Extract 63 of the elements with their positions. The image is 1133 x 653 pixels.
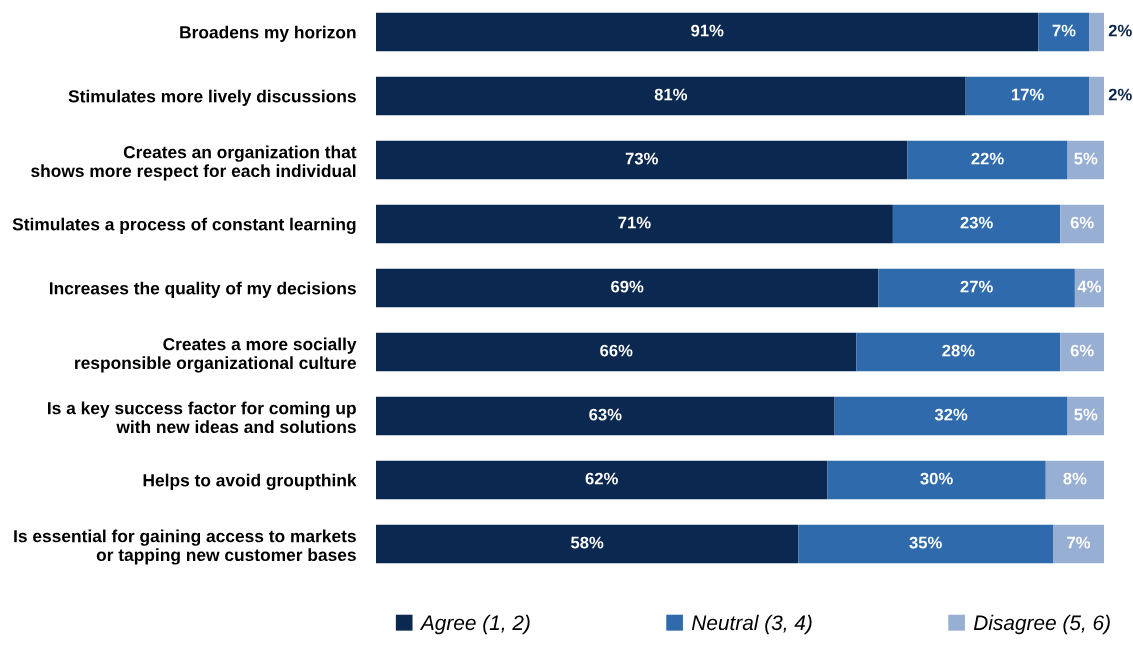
y-tick-label: Is essential for gaining access to markets or tapping new customer bases <box>14 529 356 565</box>
bar <box>965 76 1090 116</box>
bar <box>376 204 893 244</box>
data-label: 66% <box>600 344 633 357</box>
bar <box>1038 12 1090 52</box>
data-label: 91% <box>691 24 724 37</box>
bar <box>907 140 1068 180</box>
y-tick-label: Stimulates more lively discussions <box>68 89 356 106</box>
y-tick-label: Broadens my horizon <box>180 25 356 42</box>
bar <box>1060 332 1104 372</box>
bar <box>827 460 1046 500</box>
data-label: 32% <box>934 408 968 421</box>
bar <box>1089 76 1104 116</box>
data-label: 7% <box>1052 24 1076 37</box>
data-label: 71% <box>618 216 651 229</box>
data-label: 2% <box>1108 24 1132 37</box>
data-label: 58% <box>570 536 604 549</box>
data-label: 6% <box>1070 216 1094 229</box>
data-label: 6% <box>1070 344 1094 357</box>
bar <box>376 268 879 308</box>
data-label: 81% <box>654 88 688 101</box>
data-label: 35% <box>909 536 942 549</box>
y-tick-label: Is a key success factor for coming up with new ideas and solutions <box>48 401 356 434</box>
data-label: 62% <box>585 472 618 485</box>
y-tick-label: Creates a more socially responsible organizational culture <box>75 337 357 373</box>
data-label: 73% <box>625 152 658 165</box>
bar <box>376 524 799 564</box>
data-label: 27% <box>960 280 993 293</box>
bar <box>878 268 1075 308</box>
bar <box>1060 204 1104 244</box>
data-label: 4% <box>1077 280 1102 293</box>
bar <box>376 12 1039 52</box>
legend-label: Neutral (3, 4) <box>691 614 812 635</box>
data-label: 63% <box>589 408 622 421</box>
bar <box>856 332 1061 372</box>
data-label: 22% <box>971 152 1004 165</box>
bar <box>376 76 966 116</box>
data-label: 69% <box>611 280 644 293</box>
y-tick-label: Creates an organization that shows more respect for each individual <box>31 145 357 181</box>
bar <box>376 460 828 500</box>
data-label: 28% <box>942 344 975 357</box>
y-tick-label: Stimulates a process of constant learning <box>12 217 356 234</box>
bar <box>1089 12 1104 52</box>
data-label: 7% <box>1067 536 1091 549</box>
data-label: 5% <box>1074 408 1098 421</box>
bar <box>1045 460 1104 500</box>
bar <box>376 332 857 372</box>
y-tick-label: Increases the quality of my decisions <box>49 281 356 298</box>
bar <box>834 396 1068 436</box>
y-tick-label: Helps to avoid groupthink <box>143 473 357 490</box>
legend-label: Disagree (5, 6) <box>973 614 1110 635</box>
bar <box>798 524 1054 564</box>
bar <box>892 204 1061 244</box>
data-label: 23% <box>960 216 993 229</box>
legend-label: Agree (1, 2) <box>419 614 530 635</box>
bar <box>376 140 908 180</box>
data-label: 5% <box>1074 152 1098 165</box>
bar <box>1053 524 1104 564</box>
bar <box>376 396 835 436</box>
data-label: 17% <box>1011 88 1044 101</box>
data-label: 2% <box>1108 88 1132 101</box>
data-label: 30% <box>920 472 953 485</box>
data-label: 8% <box>1063 472 1087 485</box>
